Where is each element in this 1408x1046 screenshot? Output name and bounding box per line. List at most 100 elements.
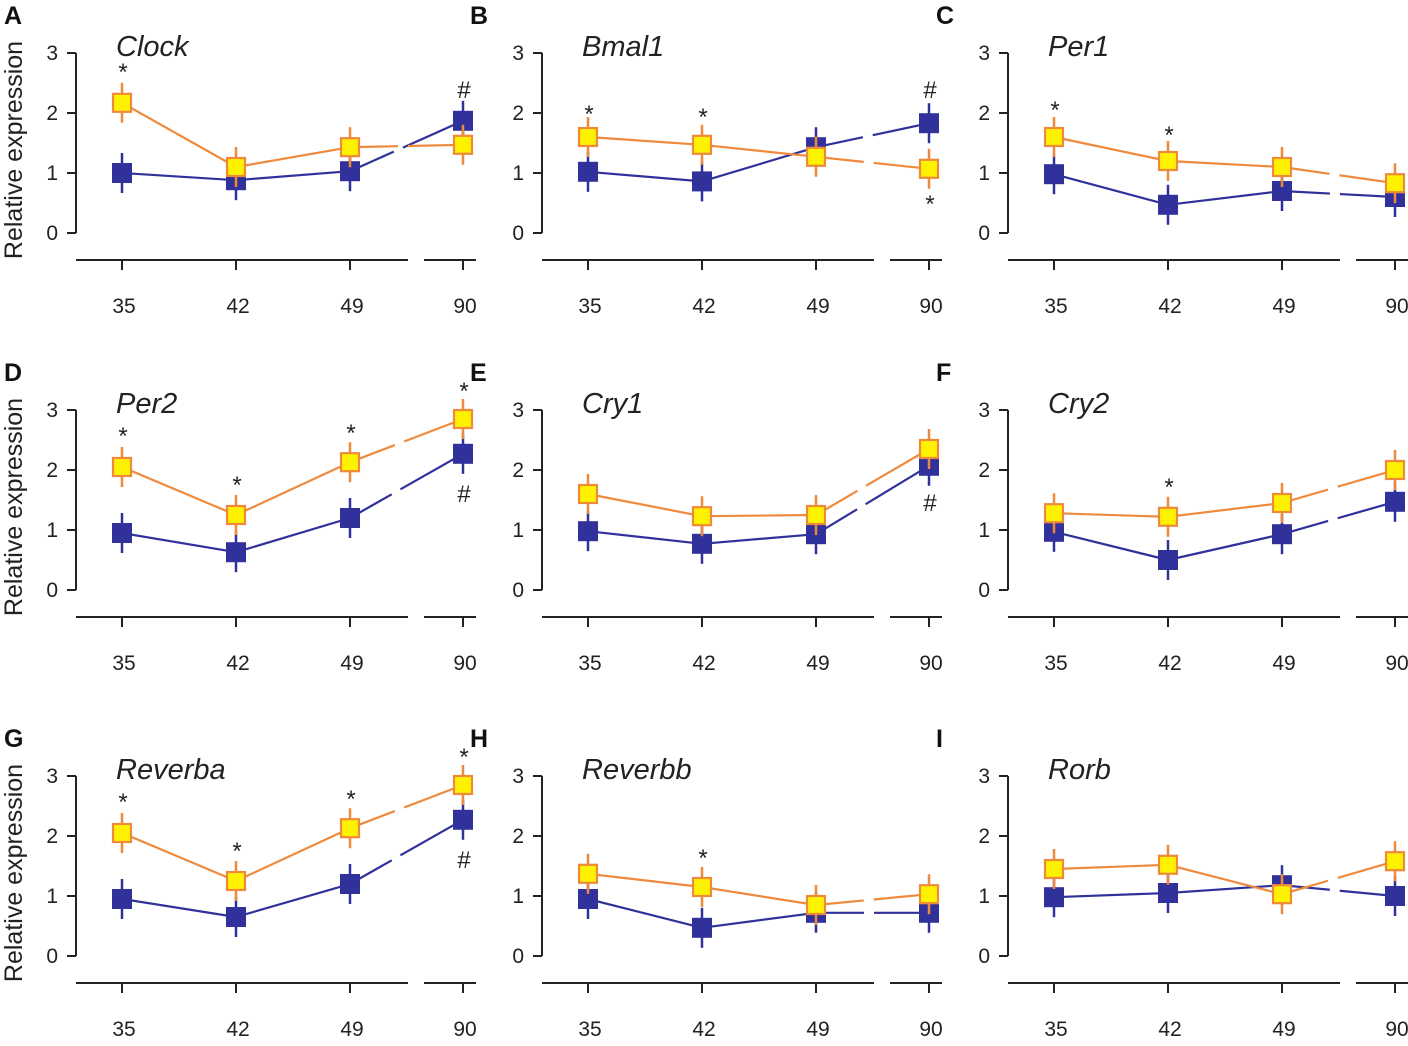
panel-d: D Per2 Relative expression 0 1 2 3 35 42 49 90 * * * *… bbox=[0, 359, 477, 675]
y-tick-label: 2 bbox=[46, 459, 58, 482]
series-line-segment bbox=[1167, 159, 1283, 169]
data-point-yellow bbox=[339, 818, 361, 839]
x-tick-label: 35 bbox=[578, 295, 601, 318]
y-tick-label: 2 bbox=[512, 825, 524, 848]
series-yellow bbox=[1043, 450, 1406, 537]
hash-annotation: # bbox=[923, 490, 937, 517]
panel-e: E Cry1 0 1 2 3 35 42 49 90 # bbox=[470, 359, 943, 675]
series-blue bbox=[112, 433, 473, 573]
panel-b: B Bmal1 0 1 2 3 35 42 49 90 * * # * bbox=[470, 2, 943, 318]
data-point-blue bbox=[578, 521, 598, 542]
data-point-blue bbox=[1385, 491, 1405, 512]
y-tick-label: 1 bbox=[978, 519, 990, 542]
data-point-yellow bbox=[577, 126, 599, 148]
series-line-segment bbox=[815, 464, 930, 536]
x-tick-label: 35 bbox=[1044, 295, 1067, 318]
gene-title: Bmal1 bbox=[582, 31, 664, 63]
panel-letter: A bbox=[4, 2, 22, 30]
data-point-blue bbox=[1272, 181, 1292, 201]
series-line-segment bbox=[349, 143, 464, 149]
y-axis: 0 1 2 3 bbox=[512, 399, 543, 602]
x-tick-label: 49 bbox=[340, 652, 363, 675]
data-point-yellow bbox=[339, 452, 361, 473]
data-point-yellow bbox=[577, 863, 599, 884]
series-blue bbox=[1044, 481, 1405, 580]
asterisk-annotation: * bbox=[584, 101, 593, 128]
data-point-yellow bbox=[452, 774, 474, 796]
data-point-blue bbox=[226, 907, 246, 927]
y-axis: 0 1 2 3 bbox=[46, 765, 77, 968]
data-point-blue bbox=[112, 889, 132, 909]
series-line-segment bbox=[701, 533, 817, 545]
y-tick-label: 1 bbox=[512, 519, 524, 542]
data-point-blue bbox=[1158, 883, 1178, 903]
x-tick-label: 90 bbox=[453, 652, 476, 675]
y-axis: 0 1 2 3 bbox=[512, 765, 543, 968]
series-line-segment bbox=[701, 143, 817, 158]
data-point-blue bbox=[578, 161, 598, 182]
y-tick-label: 2 bbox=[46, 102, 58, 125]
asterisk-annotation: * bbox=[118, 789, 127, 816]
series-line-segment bbox=[121, 831, 237, 883]
panel-g: G Reverba Relative expression 0 1 2 3 35 42 49 90 *… bbox=[0, 725, 477, 1041]
data-point-blue bbox=[453, 443, 473, 464]
data-point-yellow bbox=[452, 134, 474, 155]
series-line-segment bbox=[587, 530, 703, 545]
x-tick-label: 90 bbox=[919, 295, 942, 318]
y-tick-label: 1 bbox=[512, 162, 524, 185]
y-tick-label: 2 bbox=[46, 825, 58, 848]
series-line-segment bbox=[235, 170, 351, 182]
y-tick-label: 1 bbox=[512, 885, 524, 908]
gene-title: Per2 bbox=[116, 388, 177, 420]
panel-letter: F bbox=[936, 359, 951, 387]
series-line-segment bbox=[1281, 884, 1396, 898]
y-tick-label: 1 bbox=[978, 885, 990, 908]
y-tick-label: 3 bbox=[978, 765, 990, 788]
series-line-segment bbox=[1167, 863, 1283, 896]
data-point-yellow bbox=[1043, 503, 1065, 524]
x-axis: 35 42 49 90 bbox=[76, 616, 477, 675]
series-line-segment bbox=[701, 885, 817, 907]
data-point-yellow bbox=[577, 483, 599, 505]
x-tick-label: 42 bbox=[692, 295, 715, 318]
data-point-yellow bbox=[691, 876, 713, 898]
y-tick-label: 2 bbox=[512, 102, 524, 125]
gene-title: Per1 bbox=[1048, 31, 1109, 63]
series-line-segment bbox=[701, 146, 817, 183]
y-tick-label: 1 bbox=[46, 885, 58, 908]
panel-letter: G bbox=[4, 725, 23, 753]
gene-title: Cry1 bbox=[582, 388, 643, 420]
x-tick-label: 49 bbox=[806, 1018, 829, 1041]
x-tick-label: 49 bbox=[1272, 295, 1295, 318]
gene-title: Cry2 bbox=[1048, 388, 1109, 420]
series-yellow bbox=[577, 853, 940, 925]
x-tick-label: 49 bbox=[1272, 652, 1295, 675]
x-tick-label: 35 bbox=[1044, 652, 1067, 675]
series-blue bbox=[112, 100, 473, 201]
series-line-segment bbox=[1167, 501, 1283, 518]
series-line-segment bbox=[701, 911, 817, 929]
series-yellow bbox=[111, 399, 474, 535]
series-line-segment bbox=[815, 448, 930, 516]
gene-title: Rorb bbox=[1048, 754, 1111, 786]
series-line-segment bbox=[1053, 135, 1169, 163]
panel-f: F Cry2 0 1 2 3 35 42 49 90 * bbox=[936, 359, 1408, 675]
x-tick-label: 90 bbox=[1385, 295, 1408, 318]
series-line-segment bbox=[349, 818, 464, 885]
y-tick-label: 3 bbox=[512, 399, 524, 422]
series-line-segment bbox=[121, 101, 237, 168]
x-axis: 35 42 49 90 bbox=[76, 259, 477, 318]
series-line-segment bbox=[1053, 512, 1169, 518]
y-tick-label: 0 bbox=[46, 579, 58, 602]
asterisk-annotation: * bbox=[232, 472, 241, 499]
hash-annotation: # bbox=[923, 77, 937, 104]
series-line-segment bbox=[587, 872, 703, 889]
x-axis: 35 42 49 90 bbox=[1008, 982, 1408, 1041]
series-line-segment bbox=[1167, 884, 1283, 895]
series-line-segment bbox=[235, 461, 351, 516]
hash-annotation: # bbox=[457, 77, 471, 104]
data-point-yellow bbox=[805, 146, 827, 167]
x-tick-label: 35 bbox=[1044, 1018, 1067, 1041]
data-point-blue bbox=[578, 889, 598, 909]
y-tick-label: 0 bbox=[978, 222, 990, 245]
